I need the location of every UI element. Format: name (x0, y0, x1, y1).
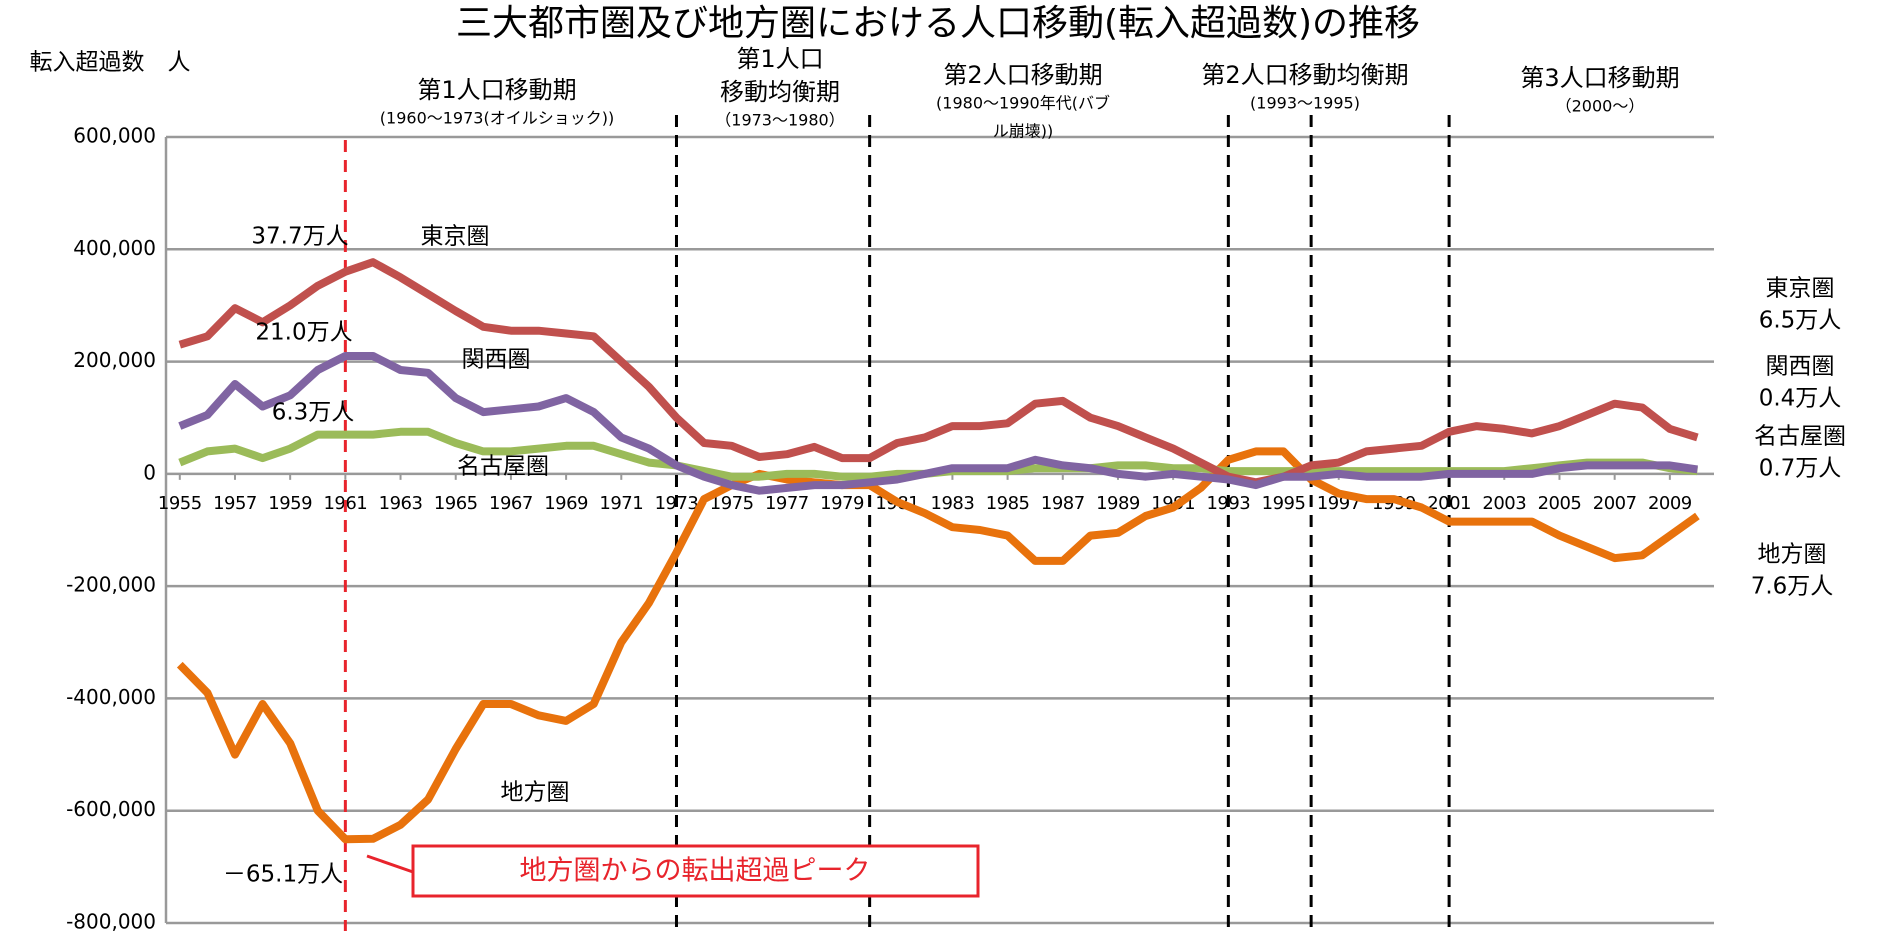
end-series-label: 東京圏 (1766, 276, 1835, 302)
x-tick-label: 1987 (1041, 493, 1085, 514)
x-tick-label: 1979 (820, 493, 864, 514)
series-line (176, 447, 1700, 844)
x-tick-label: 1965 (434, 493, 478, 514)
end-series-label: 名古屋圏 (1754, 424, 1846, 450)
period-subtitle: （2000〜） (1556, 97, 1645, 116)
x-tick-label: 1969 (544, 493, 588, 514)
x-tick-label: 1977 (765, 493, 809, 514)
series-line (178, 258, 1699, 487)
period-subtitle: (1980〜1990年代(バブ (936, 94, 1110, 113)
x-tick-label: 2003 (1482, 493, 1526, 514)
period-subtitle: （1973〜1980） (715, 111, 844, 130)
x-tick-label: 1963 (379, 493, 423, 514)
end-value-label: 0.4万人 (1759, 386, 1842, 412)
period-title: 第1人口移動期 (417, 76, 576, 104)
end-series-label: 関西圏 (1766, 354, 1835, 380)
period-subtitle: (1960〜1973(オイルショック)) (380, 109, 614, 128)
chart-title: 三大都市圏及び地方圏における人口移動(転入超過数)の推移 (456, 3, 1420, 44)
x-tick-label: 1983 (931, 493, 975, 514)
series-line (178, 352, 1698, 495)
series-label: 関西圏 (462, 347, 531, 373)
end-value-label: 0.7万人 (1759, 456, 1842, 482)
period-title: 第2人口移動均衡期 (1201, 61, 1408, 89)
peak-label: －65.1万人 (223, 862, 343, 888)
callout-leader (366, 854, 414, 874)
x-tick-label: 1955 (158, 493, 202, 514)
y-tick-label: -600,000 (66, 797, 156, 821)
x-tick-label: 1989 (1096, 493, 1140, 514)
period-title: 第1人口 (736, 45, 823, 73)
y-tick-label: -800,000 (66, 910, 156, 931)
end-value-label: 6.5万人 (1759, 308, 1842, 334)
y-tick-label: 0 (143, 460, 156, 484)
y-tick-label: 400,000 (73, 236, 156, 260)
x-tick-label: 2009 (1648, 493, 1692, 514)
x-tick-label: 1959 (268, 493, 312, 514)
end-series-label: 地方圏 (1758, 542, 1827, 568)
y-tick-label: 200,000 (73, 348, 156, 372)
x-tick-label: 1975 (710, 493, 754, 514)
period-subtitle: ル崩壊)) (993, 122, 1054, 141)
peak-label: 21.0万人 (255, 320, 352, 346)
y-tick-label: 600,000 (73, 124, 156, 148)
series-label: 東京圏 (421, 224, 490, 250)
x-tick-label: 1971 (599, 493, 643, 514)
peak-label: 37.7万人 (251, 224, 348, 250)
period-title: 第3人口移動期 (1520, 64, 1679, 92)
x-tick-label: 1995 (1262, 493, 1306, 514)
period-title: 第2人口移動期 (943, 61, 1102, 89)
y-tick-label: -200,000 (66, 573, 156, 597)
end-value-label: 7.6万人 (1751, 574, 1834, 600)
x-tick-label: 1957 (213, 493, 257, 514)
series-label: 名古屋圏 (457, 454, 549, 480)
callout-text: 地方圏からの転出超過ピーク (520, 856, 871, 887)
y-tick-label: -400,000 (66, 685, 156, 709)
x-tick-label: 1985 (986, 493, 1030, 514)
period-subtitle: (1993〜1995) (1250, 94, 1360, 113)
period-title: 移動均衡期 (720, 78, 840, 106)
y-axis-label: 転入超過数 人 (30, 50, 191, 76)
x-tick-label: 1967 (489, 493, 533, 514)
x-tick-label: 2005 (1538, 493, 1582, 514)
x-tick-label: 2007 (1593, 493, 1637, 514)
callout-box (411, 844, 980, 898)
series-label: 地方圏 (501, 780, 570, 806)
peak-label: 6.3万人 (272, 400, 355, 426)
